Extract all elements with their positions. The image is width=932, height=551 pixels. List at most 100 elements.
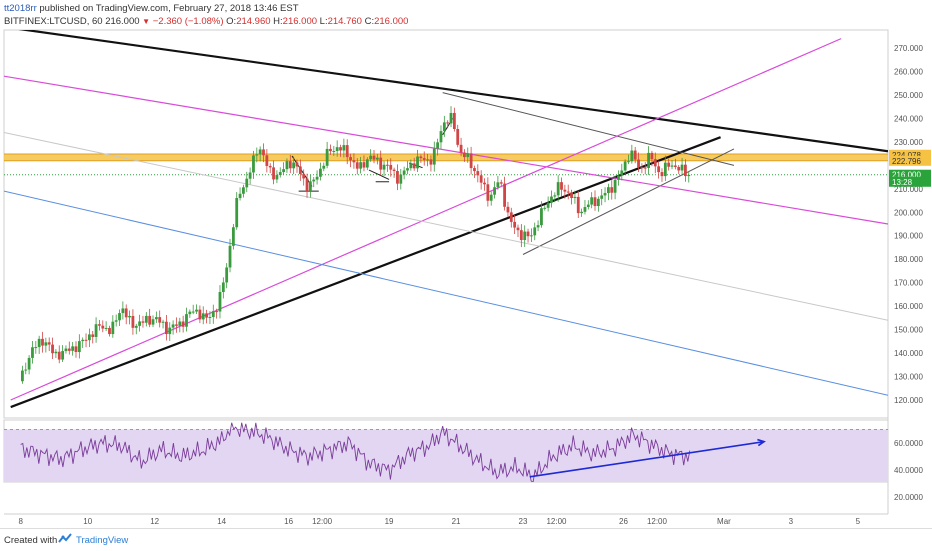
candle-body (617, 175, 620, 180)
down-arrow-icon: ▼ (142, 17, 151, 26)
candle-body (613, 179, 617, 193)
candle-body (590, 197, 594, 205)
candle-body (124, 308, 128, 318)
candle-body (114, 320, 118, 322)
price-tick-label: 230.000 (894, 138, 923, 147)
main-up-trendline (10, 136, 721, 409)
rsi-line (20, 422, 691, 482)
candle-body (325, 148, 329, 166)
symbol-info: BITFINEX:LTCUSD, 60 216.000 ▼ −2.360 (−1… (4, 16, 408, 27)
candle-body (329, 148, 332, 152)
candle-body (278, 172, 282, 176)
candle-body (546, 202, 550, 208)
candle-body (275, 175, 279, 180)
candle-body (151, 319, 155, 325)
candle-body (677, 166, 681, 171)
blue-channel-line (4, 190, 888, 396)
candle-body (295, 162, 299, 167)
price-label-text: 13:28 (892, 178, 913, 187)
author-link[interactable]: tt2018rr (4, 3, 37, 14)
candle-body (134, 325, 138, 328)
candle-body (519, 230, 523, 241)
tradingview-brand[interactable]: TradingView (76, 535, 129, 546)
candle-body (221, 282, 225, 292)
candle-body (365, 159, 369, 168)
candle-body (673, 165, 677, 167)
candle-body (439, 131, 443, 143)
price-tick-label: 190.000 (894, 232, 923, 241)
candle-body (596, 198, 600, 207)
time-tick-label: 12:00 (647, 517, 668, 526)
candle-body (459, 144, 463, 153)
time-tick-label: 12 (150, 517, 159, 526)
tradingview-logo-icon (58, 533, 72, 543)
candle-body (449, 112, 453, 124)
candle-body (556, 182, 560, 196)
candle-body (41, 338, 44, 346)
rsi-tick-label: 20.0000 (894, 493, 923, 502)
price-tick-label: 240.000 (894, 114, 923, 123)
price-tick-label: 260.000 (894, 67, 923, 76)
candle-body (369, 155, 373, 160)
candle-body (268, 165, 272, 168)
candle-body (529, 235, 533, 237)
candle-body (553, 195, 557, 197)
candle-body (104, 327, 108, 329)
wedge-upper-line (442, 92, 735, 166)
time-tick-label: Mar (717, 517, 731, 526)
candle-body (111, 321, 115, 335)
candle-body (550, 196, 553, 203)
candle-body (27, 357, 31, 370)
price-chart[interactable]: 270.000 260.000 250.000 240.000 230.000 210.0… (0, 0, 932, 528)
candle-body (563, 189, 567, 192)
candle-body (663, 162, 667, 177)
price-tick-label: 210.000 (894, 185, 923, 194)
price-tick-label: 140.000 (894, 349, 923, 358)
time-tick-label: 21 (452, 517, 461, 526)
candle-body (245, 178, 249, 188)
candle-body (188, 311, 192, 315)
price-tick-label: 270.000 (894, 44, 923, 53)
candle-body (51, 344, 54, 354)
candle-body (185, 314, 188, 327)
price-tick-label: 120.000 (894, 396, 923, 405)
candle-body (168, 327, 172, 335)
candle-body (533, 227, 537, 236)
last-price: 216.000 (105, 16, 140, 27)
candle-body (332, 151, 336, 153)
ohlc-open-label: O: (226, 16, 237, 27)
candle-body (687, 174, 691, 177)
candle-body (77, 341, 81, 353)
candle-body (191, 311, 195, 313)
time-tick-label: 10 (83, 517, 92, 526)
candle-body (476, 171, 480, 176)
candle-body (87, 334, 91, 341)
time-tick-label: 12:00 (546, 517, 567, 526)
candle-body (154, 317, 158, 320)
candle-body (630, 150, 634, 162)
time-tick-label: 26 (619, 517, 628, 526)
candle-body (288, 161, 292, 169)
grey-channel-line (4, 131, 888, 321)
ohlc-open: 214.960 (236, 16, 271, 27)
candle-body (47, 342, 51, 345)
candle-body (308, 181, 312, 192)
candle-body (319, 168, 322, 177)
wedge-lower-line (522, 148, 735, 255)
candle-body (446, 122, 450, 124)
candle-body (576, 196, 580, 214)
candle-body (493, 187, 496, 195)
candle-body (499, 182, 503, 184)
candle-body (71, 346, 75, 351)
candle-body (375, 157, 379, 160)
candle-body (466, 153, 470, 158)
candle-body (148, 315, 152, 325)
candle-body (312, 179, 316, 182)
candle-body (627, 161, 630, 163)
candle-body (473, 168, 476, 172)
candle-body (349, 157, 352, 161)
candle-body (74, 346, 78, 353)
price-label-box (889, 155, 931, 166)
candle-body (409, 163, 413, 169)
price-label-box (889, 149, 931, 160)
